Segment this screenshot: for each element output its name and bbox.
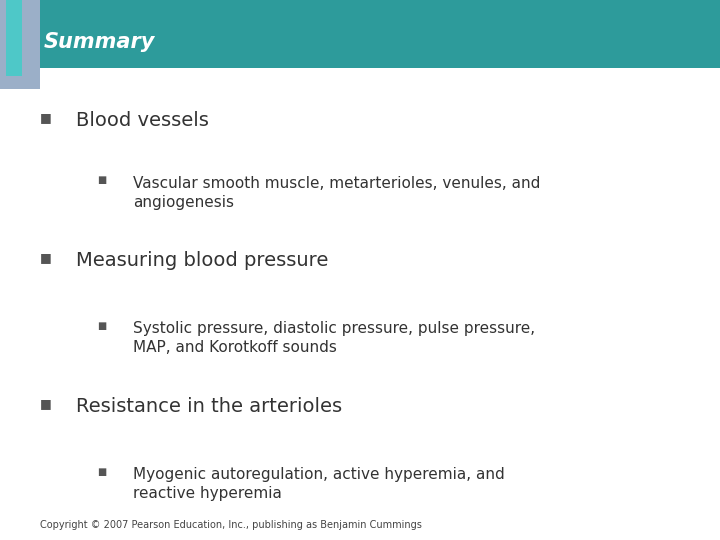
Text: Blood vessels: Blood vessels — [76, 111, 209, 130]
Text: ■: ■ — [97, 321, 107, 332]
Text: ■: ■ — [97, 176, 107, 186]
Text: Myogenic autoregulation, active hyperemia, and
reactive hyperemia: Myogenic autoregulation, active hyperemi… — [133, 467, 505, 501]
FancyBboxPatch shape — [0, 0, 720, 68]
Text: Resistance in the arterioles: Resistance in the arterioles — [76, 397, 342, 416]
Text: ■: ■ — [40, 251, 51, 264]
Text: Vascular smooth muscle, metarterioles, venules, and
angiogenesis: Vascular smooth muscle, metarterioles, v… — [133, 176, 541, 210]
Text: Summary: Summary — [43, 32, 155, 52]
Text: ■: ■ — [40, 111, 51, 124]
FancyBboxPatch shape — [0, 0, 40, 89]
Text: ■: ■ — [97, 467, 107, 477]
Text: Copyright © 2007 Pearson Education, Inc., publishing as Benjamin Cummings: Copyright © 2007 Pearson Education, Inc.… — [40, 520, 421, 530]
Text: Systolic pressure, diastolic pressure, pulse pressure,
MAP, and Korotkoff sounds: Systolic pressure, diastolic pressure, p… — [133, 321, 536, 355]
Text: Measuring blood pressure: Measuring blood pressure — [76, 251, 328, 270]
FancyBboxPatch shape — [6, 0, 22, 76]
Text: ■: ■ — [40, 397, 51, 410]
